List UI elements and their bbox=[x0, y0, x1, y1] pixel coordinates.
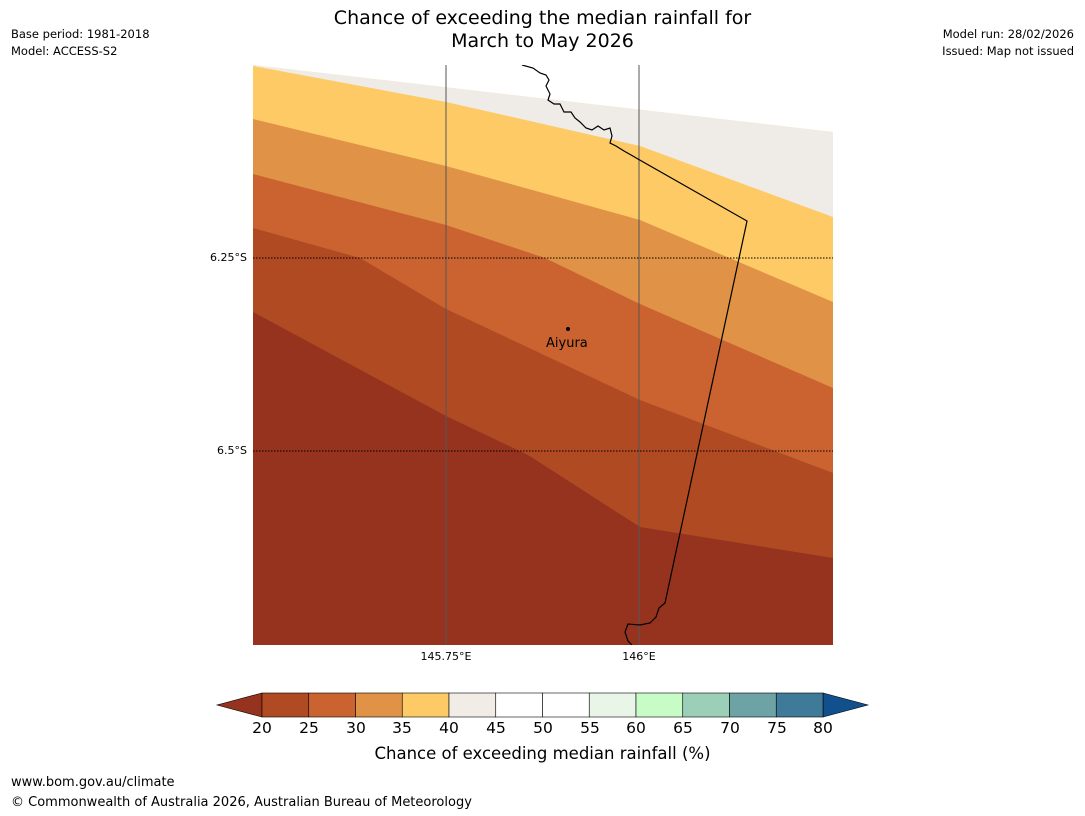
cb-tick: 65 bbox=[673, 719, 693, 737]
cb-tick: 20 bbox=[252, 719, 272, 737]
cb-tick: 70 bbox=[720, 719, 740, 737]
province-boundary bbox=[521, 65, 748, 645]
base-period: Base period: 1981-2018 bbox=[11, 27, 150, 41]
lon-label-146: 146°E bbox=[622, 650, 656, 663]
colorbar-under-arrow bbox=[215, 692, 263, 718]
colorbar-segment bbox=[401, 692, 450, 718]
outside-area bbox=[253, 65, 833, 132]
model-run: Model run: 28/02/2026 bbox=[942, 27, 1074, 41]
place-label-aiyura: Aiyura bbox=[546, 336, 588, 351]
colorbar-over-arrow bbox=[822, 692, 870, 718]
lat-label-6-25: 6.25°S bbox=[210, 251, 247, 264]
colorbar-segment bbox=[355, 692, 403, 718]
meta-left: Base period: 1981-2018 Model: ACCESS-S2 bbox=[11, 26, 150, 60]
colorbar-segment bbox=[588, 692, 637, 718]
meta-right: Model run: 28/02/2026 Issued: Map not is… bbox=[942, 26, 1074, 60]
aiyura-marker bbox=[566, 327, 570, 331]
cb-tick: 50 bbox=[533, 719, 553, 737]
footer-url[interactable]: www.bom.gov.au/climate bbox=[11, 775, 175, 790]
colorbar-segment bbox=[775, 692, 824, 718]
colorbar-segment bbox=[308, 692, 356, 718]
cb-tick: 55 bbox=[580, 719, 600, 737]
colorbar-label: Chance of exceeding median rainfall (%) bbox=[374, 744, 711, 763]
colorbar-segment bbox=[729, 692, 777, 718]
colorbar-segment bbox=[261, 692, 310, 718]
cb-tick: 25 bbox=[299, 719, 319, 737]
colorbar-segment bbox=[495, 692, 543, 718]
cb-tick: 40 bbox=[439, 719, 459, 737]
title-line-1: Chance of exceeding the median rainfall … bbox=[333, 7, 752, 29]
footer-copyright: © Commonwealth of Australia 2026, Austra… bbox=[11, 795, 472, 810]
colorbar-segment bbox=[682, 692, 730, 718]
colorbar-segment bbox=[448, 692, 497, 718]
lon-label-145-75: 145.75°E bbox=[420, 650, 472, 663]
model-name: Model: ACCESS-S2 bbox=[11, 44, 118, 58]
map-title: Chance of exceeding the median rainfall … bbox=[0, 7, 1085, 53]
title-line-2: March to May 2026 bbox=[451, 30, 634, 52]
issued-status: Issued: Map not issued bbox=[942, 44, 1074, 58]
cb-tick: 60 bbox=[626, 719, 646, 737]
cb-tick: 30 bbox=[346, 719, 366, 737]
cb-tick: 35 bbox=[392, 719, 412, 737]
cb-tick: 75 bbox=[767, 719, 787, 737]
cb-tick: 80 bbox=[813, 719, 833, 737]
band-40-45 bbox=[253, 65, 833, 217]
lat-label-6-5: 6.5°S bbox=[217, 444, 247, 457]
cb-tick: 45 bbox=[486, 719, 506, 737]
colorbar-segment bbox=[542, 692, 590, 718]
colorbar bbox=[215, 692, 870, 718]
colorbar-segment bbox=[635, 692, 684, 718]
